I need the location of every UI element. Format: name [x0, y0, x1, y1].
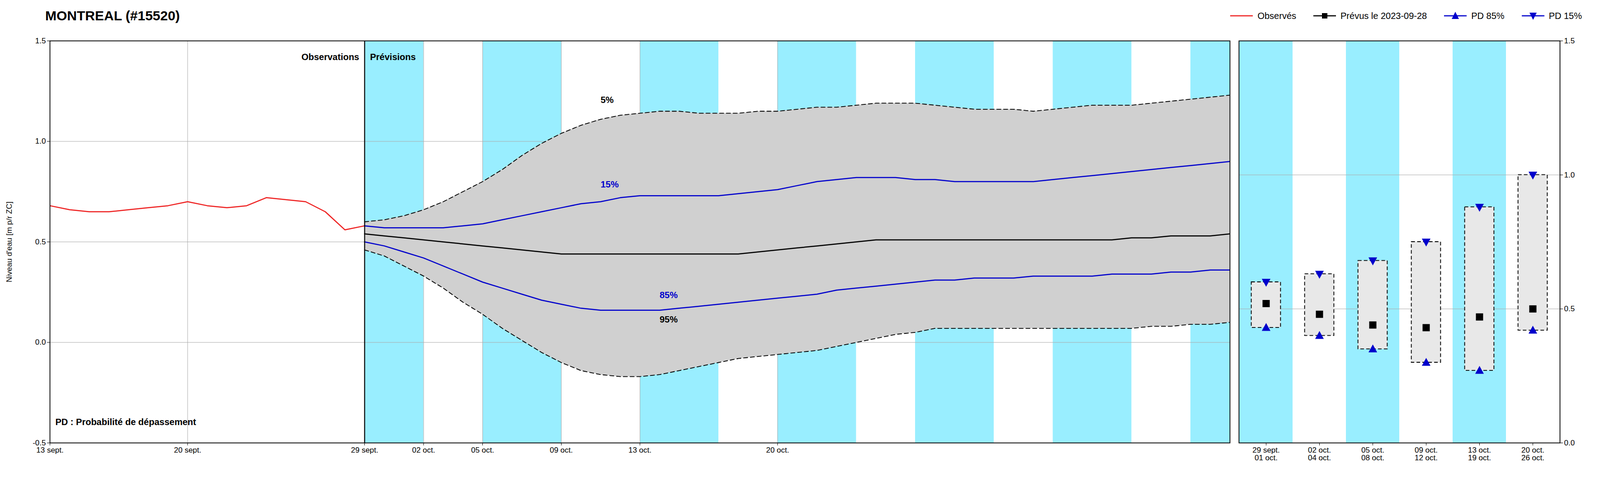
svg-text:05 oct.08 oct.: 05 oct.08 oct.	[1361, 446, 1385, 463]
html-text:PD 15%: PD 15%	[1548, 10, 1582, 21]
svg-text:-0.5: -0.5	[32, 438, 46, 448]
html-text:Prévus le 2023-09-28: Prévus le 2023-09-28	[1340, 10, 1427, 21]
svg-text:29 sept.01 oct.: 29 sept.01 oct.	[1252, 446, 1280, 463]
svg-text:15%: 15%	[600, 179, 619, 190]
svg-text:1.0: 1.0	[1564, 170, 1576, 180]
svg-text:02 oct.04 oct.: 02 oct.04 oct.	[1307, 446, 1331, 463]
svg-text:0.0: 0.0	[1564, 438, 1576, 448]
svg-text:1.0: 1.0	[35, 136, 47, 146]
svg-text:29 sept.: 29 sept.	[350, 446, 379, 455]
svg-text:5%: 5%	[600, 94, 614, 105]
svg-text:PD : Probabilité de dépassemen: PD : Probabilité de dépassement	[55, 417, 197, 428]
svg-text:20 oct.26 oct.: 20 oct.26 oct.	[1521, 446, 1545, 463]
svg-text:05 oct.: 05 oct.	[471, 446, 495, 455]
svg-text:13 oct.: 13 oct.	[628, 446, 652, 455]
svg-text:95%: 95%	[659, 314, 678, 325]
svg-text:13 oct.19 oct.: 13 oct.19 oct.	[1467, 446, 1492, 463]
svg-text:0.0: 0.0	[35, 338, 47, 347]
svg-text:20 oct.: 20 oct.	[765, 446, 789, 455]
svg-text:Prévisions: Prévisions	[370, 51, 416, 62]
svg-text:1.5: 1.5	[35, 36, 47, 46]
svg-text:02 oct.: 02 oct.	[411, 446, 435, 455]
svg-text:85%: 85%	[659, 290, 678, 301]
svg-text:0.5: 0.5	[1564, 304, 1576, 314]
svg-text:Niveau d'eau [m p/r ZC]: Niveau d'eau [m p/r ZC]	[4, 201, 14, 283]
svg-text:0.5: 0.5	[35, 237, 47, 247]
svg-text:09 oct.: 09 oct.	[549, 446, 573, 455]
html-text:PD 85%: PD 85%	[1471, 10, 1505, 21]
html-text:MONTREAL (#15520): MONTREAL (#15520)	[45, 8, 180, 24]
html-text:Observés: Observés	[1257, 10, 1297, 21]
svg-text:Observations: Observations	[301, 51, 360, 62]
svg-text:20 sept.: 20 sept.	[174, 446, 202, 455]
svg-text:09 oct.12 oct.: 09 oct.12 oct.	[1414, 446, 1438, 463]
svg-text:13 sept.: 13 sept.	[36, 446, 64, 455]
svg-text:1.5: 1.5	[1564, 36, 1576, 46]
